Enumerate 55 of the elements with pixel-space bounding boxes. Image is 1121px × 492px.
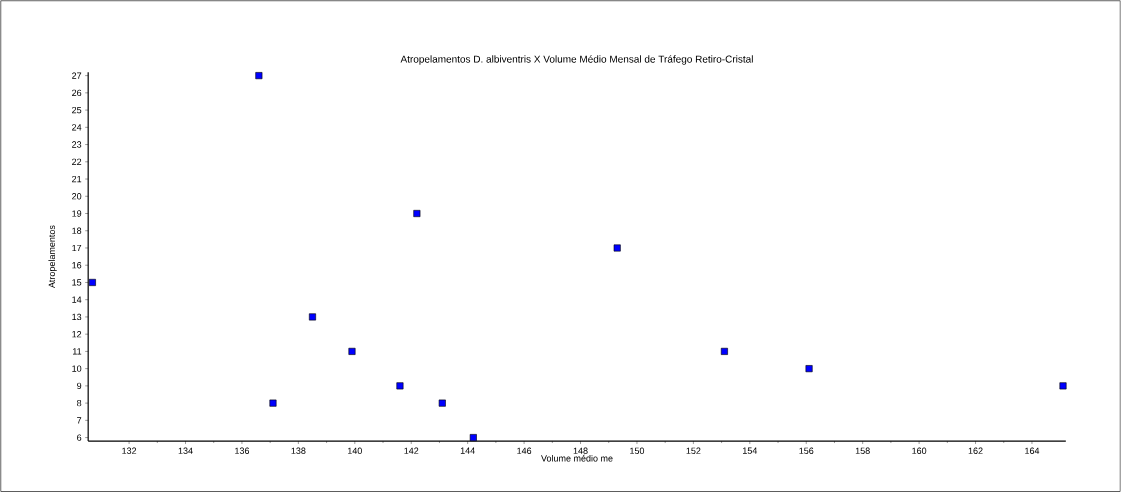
point bbox=[613, 244, 621, 252]
y-tick-label: 6 bbox=[77, 434, 82, 441]
point bbox=[438, 399, 446, 407]
point bbox=[348, 347, 356, 355]
x-tick-label: 160 bbox=[912, 447, 927, 454]
x-tick-label: 144 bbox=[460, 447, 475, 454]
x-tick-label: 158 bbox=[855, 447, 870, 454]
y-tick-label: 20 bbox=[72, 192, 82, 200]
y-tick-label: 7 bbox=[77, 417, 82, 424]
x-tick-label: 138 bbox=[291, 447, 306, 454]
y-tick-label: 25 bbox=[72, 106, 82, 114]
x-tick-label: 162 bbox=[968, 447, 983, 454]
y-tick-label: 13 bbox=[72, 313, 82, 321]
y-tick-label: 10 bbox=[72, 365, 82, 372]
x-tick-label: 156 bbox=[799, 447, 814, 454]
point bbox=[805, 365, 813, 373]
x-tick-label: 146 bbox=[517, 447, 532, 454]
x-tick-label: 148 bbox=[573, 447, 588, 454]
point bbox=[255, 72, 263, 79]
point bbox=[469, 433, 477, 441]
y-tick-label: 17 bbox=[72, 244, 82, 251]
y-tick-label: 24 bbox=[72, 124, 82, 131]
x-tick-label: 136 bbox=[235, 447, 250, 454]
y-tick-label: 27 bbox=[72, 72, 82, 79]
point bbox=[413, 209, 421, 217]
y-tick-label: 26 bbox=[72, 89, 82, 96]
y-tick-label: 8 bbox=[77, 399, 82, 407]
x-axis-title: Volume médio me bbox=[541, 454, 613, 462]
y-tick-label: 19 bbox=[72, 210, 82, 217]
y-tick-label: 22 bbox=[72, 158, 82, 165]
x-tick-label: 154 bbox=[743, 447, 758, 454]
y-tick-label: 14 bbox=[72, 296, 82, 303]
x-tick-label: 134 bbox=[178, 447, 193, 454]
y-tick-label: 23 bbox=[72, 141, 82, 148]
y-tick-label: 15 bbox=[72, 279, 82, 286]
y-tick-label: 18 bbox=[72, 227, 82, 234]
x-tick-label: 152 bbox=[686, 447, 701, 454]
x-tick-label: 164 bbox=[1025, 447, 1040, 454]
x-tick-label: 150 bbox=[630, 447, 645, 454]
y-tick-label: 21 bbox=[72, 175, 82, 183]
x-tick-label: 142 bbox=[404, 447, 419, 454]
y-axis-title: Atropelamentos bbox=[48, 225, 57, 288]
point bbox=[1059, 382, 1067, 390]
y-tick-label: 16 bbox=[72, 261, 82, 269]
x-tick-label: 132 bbox=[122, 447, 137, 454]
x-tick-label: 140 bbox=[347, 447, 362, 454]
y-tick-label: 9 bbox=[77, 382, 82, 389]
chart-title: Atropelamentos D. albiventris X Volume Médio Mensal de Tráfego Retiro-Cristal bbox=[400, 55, 753, 65]
y-tick-label: 11 bbox=[72, 348, 82, 355]
point bbox=[88, 278, 96, 286]
point bbox=[396, 382, 404, 390]
point bbox=[720, 347, 728, 355]
y-tick-label: 12 bbox=[72, 330, 82, 338]
point bbox=[269, 399, 277, 407]
point bbox=[308, 313, 316, 321]
